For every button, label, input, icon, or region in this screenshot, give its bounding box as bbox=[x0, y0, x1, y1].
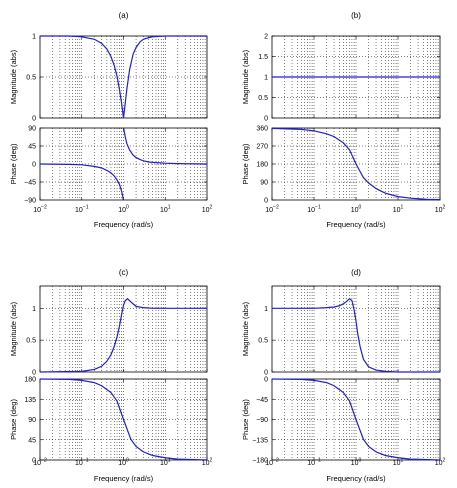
phase-subplot: 0 45 90 135 180 Phase (deg) bbox=[9, 377, 208, 465]
series-line bbox=[271, 127, 441, 201]
y-axis-label: Magnitude (abs) bbox=[9, 301, 18, 356]
y-tick-label: 0 bbox=[264, 198, 268, 205]
y-tick-label: 360 bbox=[256, 126, 268, 133]
x-tick-label: 101 bbox=[393, 458, 404, 468]
chart-panel-c: (c) 0 0.5 1 Magnitude (abs) 0 45 90 135 180 Phase … bbox=[9, 268, 213, 483]
y-axis-label: Magnitude (abs) bbox=[241, 301, 250, 356]
y-tick-label: 0 bbox=[264, 370, 268, 377]
panel-label: (b) bbox=[351, 11, 361, 20]
y-tick-label: 270 bbox=[256, 144, 268, 151]
y-tick-label: 1 bbox=[264, 306, 268, 313]
series-line bbox=[40, 35, 207, 119]
y-tick-label: −90 bbox=[256, 417, 268, 424]
y-tick-label: 0 bbox=[32, 116, 36, 123]
y-tick-label: 0.5 bbox=[26, 338, 36, 345]
y-tick-label: 1 bbox=[264, 75, 268, 82]
y-tick-label: −45 bbox=[24, 180, 36, 187]
y-tick-label: 0 bbox=[264, 116, 268, 123]
y-tick-label: −90 bbox=[24, 198, 36, 205]
x-tick-label: 101 bbox=[160, 205, 171, 215]
y-axis-label: Phase (deg) bbox=[241, 399, 250, 440]
x-tick-label: 10−2 bbox=[265, 205, 279, 215]
x-tick-label: 10−1 bbox=[75, 205, 89, 215]
x-tick-label: 100 bbox=[351, 458, 362, 468]
x-tick-label: 10−2 bbox=[33, 458, 47, 468]
x-tick-label: 102 bbox=[202, 458, 213, 468]
phase-subplot: −90 −45 0 45 90 Phase (deg) bbox=[9, 126, 208, 205]
y-axis-label: Phase (deg) bbox=[9, 399, 18, 440]
y-tick-label: 135 bbox=[24, 397, 36, 404]
y-axis-label: Phase (deg) bbox=[241, 143, 250, 184]
x-tick-label: 102 bbox=[435, 458, 446, 468]
magnitude-subplot: 0 0.5 1 Magnitude (abs) bbox=[241, 285, 441, 377]
x-tick-label: 10−1 bbox=[307, 205, 321, 215]
y-axis-label: Magnitude (abs) bbox=[241, 49, 250, 104]
x-tick-label: 10−2 bbox=[33, 205, 47, 215]
x-tick-label: 10−1 bbox=[75, 458, 89, 468]
y-tick-label: 180 bbox=[256, 162, 268, 169]
y-tick-label: 90 bbox=[28, 417, 36, 424]
magnitude-subplot: 0 0.5 1 Magnitude (abs) bbox=[9, 285, 208, 377]
x-axis-label: Frequency (rad/s) bbox=[94, 474, 154, 483]
y-tick-label: 90 bbox=[28, 126, 36, 133]
x-axis-label: Frequency (rad/s) bbox=[326, 220, 386, 229]
y-tick-label: 1 bbox=[32, 34, 36, 41]
y-tick-label: 0 bbox=[32, 162, 36, 169]
y-tick-label: 0 bbox=[32, 370, 36, 377]
chart-panel-b: (b) 0 0.5 1 1.5 2 Magnitude (abs) 0 90 180 270 360 P… bbox=[241, 11, 446, 229]
y-tick-label: 2 bbox=[264, 34, 268, 41]
x-tick-label: 102 bbox=[435, 205, 446, 215]
y-tick-label: 1 bbox=[32, 306, 36, 313]
x-axis-label: Frequency (rad/s) bbox=[94, 220, 154, 229]
magnitude-subplot: 0 0.5 1 Magnitude (abs) bbox=[9, 34, 208, 123]
series-line bbox=[39, 163, 124, 200]
panel-label: (d) bbox=[351, 268, 361, 277]
y-tick-label: 45 bbox=[28, 437, 36, 444]
x-tick-label: 100 bbox=[118, 458, 129, 468]
y-tick-label: 0 bbox=[32, 458, 36, 465]
series-line bbox=[39, 297, 207, 373]
y-tick-label: −135 bbox=[252, 437, 268, 444]
x-tick-label: 102 bbox=[202, 205, 213, 215]
phase-subplot: −180 −135 −90 −45 0 Phase (deg) bbox=[241, 377, 441, 465]
panel-label: (a) bbox=[119, 11, 129, 20]
y-tick-label: 0.5 bbox=[258, 338, 268, 345]
y-axis-label: Phase (deg) bbox=[9, 143, 18, 184]
y-tick-label: 0 bbox=[264, 377, 268, 384]
y-tick-label: 90 bbox=[260, 180, 268, 187]
x-tick-label: 10−1 bbox=[307, 458, 321, 468]
y-axis-label: Magnitude (abs) bbox=[9, 49, 18, 104]
chart-panel-a: (a) 0 0.5 1 Magnitude (abs) −90 −45 0 45 90 Phase … bbox=[9, 11, 213, 229]
y-tick-label: 1.5 bbox=[258, 54, 268, 61]
y-tick-label: 0.5 bbox=[26, 75, 36, 82]
phase-subplot: 0 90 180 270 360 Phase (deg) bbox=[241, 126, 441, 205]
x-axis-label: Frequency (rad/s) bbox=[326, 474, 386, 483]
y-tick-label: 0.5 bbox=[258, 95, 268, 102]
series-line bbox=[272, 297, 440, 373]
x-tick-label: 100 bbox=[351, 205, 362, 215]
series-line bbox=[39, 378, 208, 461]
x-tick-label: 101 bbox=[393, 205, 404, 215]
y-tick-label: 45 bbox=[28, 144, 36, 151]
chart-panel-d: (d) 0 0.5 1 Magnitude (abs) −180 −135 −90 −45 0 Ph… bbox=[241, 268, 446, 483]
y-tick-label: −180 bbox=[252, 458, 268, 465]
panel-label: (c) bbox=[119, 268, 129, 277]
magnitude-subplot: 0 0.5 1 1.5 2 Magnitude (abs) bbox=[241, 34, 441, 123]
y-tick-label: −45 bbox=[256, 397, 268, 404]
y-tick-label: 180 bbox=[24, 377, 36, 384]
series-line bbox=[123, 128, 208, 165]
x-tick-label: 101 bbox=[160, 458, 171, 468]
series-line bbox=[271, 378, 441, 461]
x-tick-label: 100 bbox=[118, 205, 129, 215]
x-tick-label: 10−2 bbox=[265, 458, 279, 468]
